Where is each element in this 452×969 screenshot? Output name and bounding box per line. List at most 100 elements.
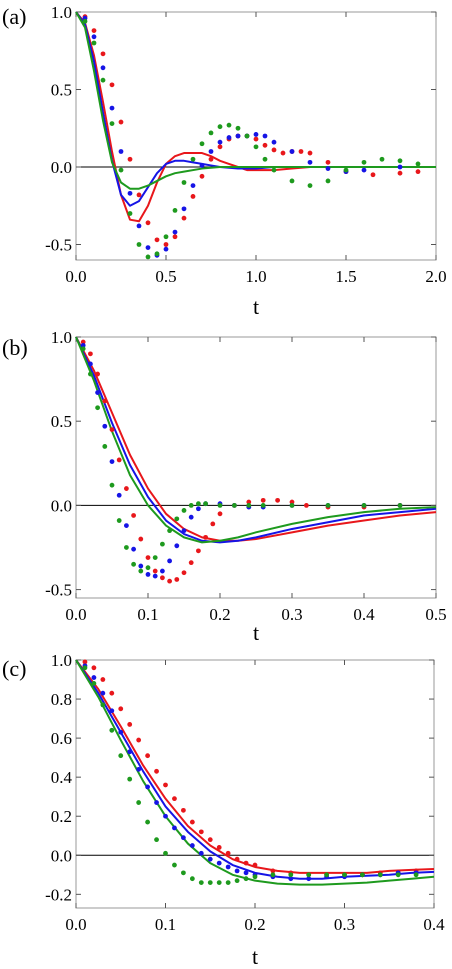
data-point-red [271,147,277,153]
data-point-red [138,536,144,542]
series-dots-blue [82,15,403,258]
x-axis-label: t [253,620,259,645]
data-point-red [304,502,309,508]
x-tick-label: 0.3 [281,605,302,624]
data-point-red [253,136,259,142]
x-tick-label: 0.1 [155,915,176,934]
data-point-green [181,508,187,513]
data-point-blue [91,34,97,40]
data-point-green [415,161,421,167]
data-point-red [154,768,159,774]
data-point-blue [80,343,86,348]
data-point-red [208,156,214,162]
data-point-blue [226,135,232,140]
data-point-green [243,876,249,882]
chart-panel-c: 0.0 0.1 0.2 0.3 0.4 1.0 0.8 0.6 0.4 0.2 0.0 -0.2 t (c… [2,651,445,969]
data-point-red [88,351,93,357]
data-point-blue [188,514,194,520]
y-tick-label: 1.0 [51,328,72,347]
x-tick-label: 0.5 [425,605,446,624]
data-point-blue [361,167,367,173]
x-tick-label: 0.3 [334,915,355,934]
series-dots-green [82,18,421,260]
data-point-blue [118,729,124,735]
data-point-green [260,502,266,508]
data-point-red [118,119,124,125]
data-point-red [145,555,151,560]
data-point-green [288,872,294,878]
data-point-blue [199,163,205,168]
data-point-blue [397,164,403,170]
series-line-blue [75,336,437,544]
data-point-green [379,156,385,162]
data-point-blue [160,568,165,574]
data-point-green [100,702,106,708]
series-dots-red [82,14,421,247]
data-point-blue [174,543,180,549]
data-point-green [395,872,401,878]
y-tick-label: 0.4 [51,768,73,787]
data-point-red [243,860,249,866]
x-tick-label: 0.4 [353,605,375,624]
x-tick-label: 0.2 [209,605,230,624]
x-tick-label: 1.5 [335,267,356,286]
data-point-red [234,856,240,862]
data-point-green [172,208,178,213]
data-point-red [102,398,108,404]
data-point-blue [163,813,168,819]
data-point-red [203,534,209,540]
data-point-green [244,133,250,139]
data-point-green [154,837,159,843]
data-point-red [280,150,286,156]
series-line-red [75,336,437,542]
chart-panel-b: 0.0 0.1 0.2 0.3 0.4 0.5 1.0 0.5 0.0 -0.5 t (b) [2,328,447,645]
series-line-green [75,11,436,190]
data-point-green [172,862,177,868]
data-point-blue [181,206,187,212]
data-point-green [181,180,187,185]
data-point-blue [152,573,158,579]
series-dots-red [82,659,419,878]
data-point-blue [235,133,241,139]
data-point-red [160,575,165,581]
data-point-green [109,727,115,733]
data-point-blue [116,492,122,498]
data-point-red [124,486,129,491]
data-point-red [154,237,160,243]
series-line-red [75,659,435,874]
data-point-green [342,872,347,878]
data-point-red [198,829,204,835]
data-point-green [324,872,329,878]
data-point-green [174,516,180,522]
data-point-blue [145,245,151,251]
data-point-green [306,872,312,878]
data-point-green [163,234,169,240]
data-point-red [216,845,222,850]
data-point-green [235,125,241,131]
data-point-green [289,178,295,184]
data-point-green [226,122,232,128]
y-tick-label: 0.2 [51,807,72,826]
data-point-red [199,173,205,179]
data-point-red [82,659,88,665]
data-point-red [181,215,187,221]
data-point-green [246,502,252,508]
data-point-green [167,528,173,534]
data-point-green [307,183,313,189]
y-tick-label: 0.5 [51,81,72,100]
data-point-green [262,156,268,162]
x-axis-label: t [253,294,259,319]
data-point-red [217,144,223,150]
data-point-green [343,167,349,173]
data-point-blue [118,149,124,154]
data-point-blue [154,800,159,805]
series-line-blue [75,11,436,207]
x-tick-label: 0.1 [137,605,158,624]
data-point-green [116,518,122,523]
x-tick-label: 1.0 [245,267,266,286]
data-point-blue [100,65,106,71]
data-point-green [198,880,204,886]
data-point-blue [138,563,144,569]
data-point-blue [325,166,331,171]
data-point-green [360,872,365,878]
